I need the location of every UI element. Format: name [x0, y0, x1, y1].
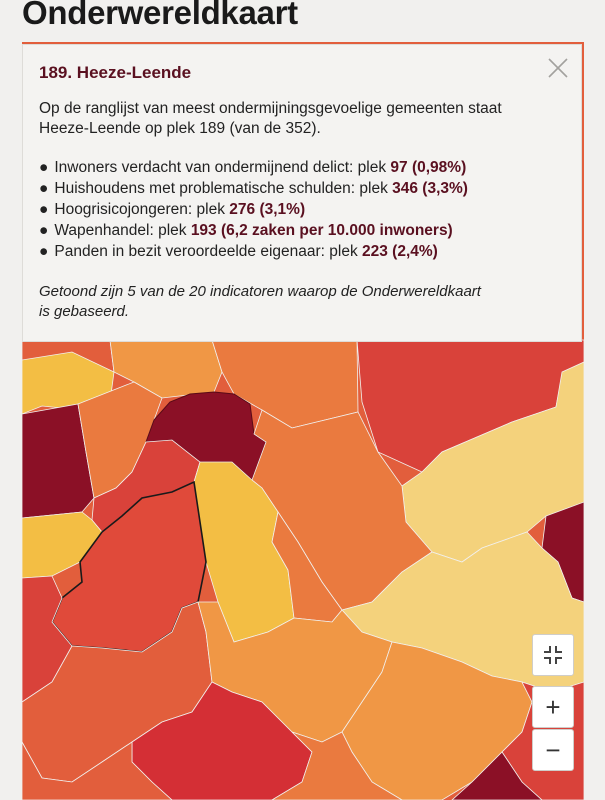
municipality-region[interactable]	[271, 731, 403, 800]
municipality-region[interactable]	[22, 741, 173, 800]
popup-title: 189. Heeze-Leende	[39, 63, 192, 82]
municipality-info-popup: 189. Heeze-Leende Op de ranglijst van me…	[22, 44, 582, 342]
minus-icon: −	[545, 734, 561, 765]
indicator-item: ● Inwoners verdacht van ondermijnend deli…	[39, 159, 467, 176]
popup-intro: Op de ranglijst van meest ondermijningsg…	[39, 99, 565, 139]
indicator-item: ● Huishoudens met problematische schulden…	[39, 180, 468, 197]
page-title: Onderwereldkaart	[22, 0, 298, 31]
indicator-value: 346 (3,3%)	[392, 180, 468, 197]
indicator-item: ● Wapenhandel: plek 193 (6,2 zaken per 10…	[39, 222, 453, 239]
collapse-fullscreen-icon	[544, 646, 562, 664]
plus-icon: +	[545, 691, 561, 722]
indicator-value: 97 (0,98%)	[390, 159, 467, 176]
indicator-item: ● Panden in bezit veroordeelde eigenaar: …	[39, 243, 438, 260]
close-icon	[548, 58, 568, 78]
intro-line-1: Op de ranglijst van meest ondermijningsg…	[39, 100, 502, 117]
indicator-value: 193 (6,2 zaken per 10.000 inwoners)	[190, 222, 453, 239]
close-button[interactable]	[547, 57, 569, 79]
zoom-out-button[interactable]: −	[532, 729, 574, 771]
indicator-value: 223 (2,4%)	[362, 243, 438, 260]
municipality-region[interactable]	[451, 751, 543, 800]
zoom-in-button[interactable]: +	[532, 686, 574, 728]
indicator-item: ● Hoogrisicojongeren: plek 276 (3,1%)	[39, 201, 306, 218]
intro-line-2: Heeze-Leende op plek 189 (van de 352).	[39, 120, 321, 137]
indicator-list: ● Inwoners verdacht van ondermijnend deli…	[39, 157, 565, 262]
indicator-value: 276 (3,1%)	[229, 201, 306, 218]
popup-note: Getoond zijn 5 van de 20 indicatoren waa…	[39, 283, 481, 320]
fullscreen-button[interactable]	[532, 634, 574, 676]
